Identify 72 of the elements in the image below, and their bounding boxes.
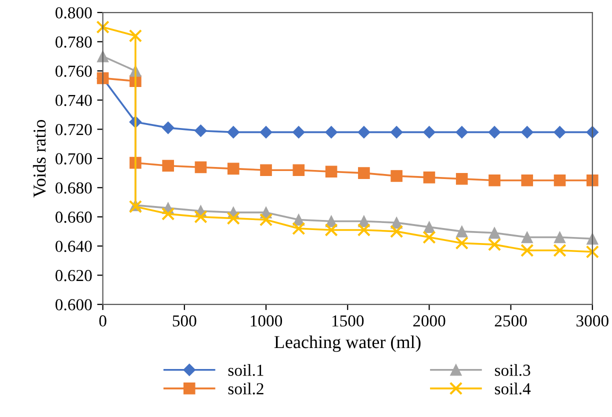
x-tick-label: 500	[172, 315, 196, 327]
point	[586, 245, 600, 258]
legend-label: soil.1	[228, 364, 264, 376]
point	[357, 223, 371, 237]
point	[358, 167, 370, 179]
point	[260, 126, 272, 138]
y-tick-label: 0.780	[56, 36, 92, 48]
point	[488, 174, 500, 186]
point	[422, 230, 436, 244]
point	[292, 222, 306, 236]
x-tick-label: 3000	[576, 315, 608, 327]
y-tick-label: 0.700	[56, 153, 92, 164]
x-tick-label: 2500	[494, 315, 527, 327]
point	[422, 126, 436, 138]
point	[325, 126, 338, 138]
point	[423, 221, 436, 233]
point	[162, 122, 174, 134]
y-tick-label: 0.600	[56, 299, 92, 310]
y-tick-label: 0.620	[56, 270, 92, 282]
y-axis-title: Voids ratio	[32, 120, 46, 198]
point	[96, 20, 110, 34]
point	[520, 244, 534, 258]
point	[586, 174, 598, 186]
point	[455, 236, 468, 250]
legend-label: soil.4	[494, 382, 531, 394]
point	[227, 126, 240, 138]
point	[292, 164, 305, 176]
point	[358, 126, 370, 138]
point	[162, 160, 174, 172]
point	[128, 29, 142, 42]
point	[488, 238, 502, 252]
x-axis-title: Leaching water (ml)	[274, 335, 421, 352]
y-tick-label: 0.740	[56, 94, 92, 106]
point	[456, 226, 468, 238]
point	[553, 244, 566, 258]
y-tick-label: 0.800	[56, 7, 92, 19]
point	[423, 172, 436, 184]
point	[194, 210, 208, 224]
legend-label: soil.3	[494, 364, 530, 376]
y-tick-label: 0.680	[56, 182, 92, 194]
point	[292, 126, 305, 138]
point	[161, 207, 175, 221]
point	[194, 161, 207, 174]
point	[227, 162, 240, 175]
x-tick-label: 1000	[250, 315, 282, 327]
point	[554, 126, 566, 138]
point	[521, 174, 534, 186]
point	[456, 172, 468, 185]
point	[554, 231, 566, 244]
legend-label: soil.2	[228, 382, 264, 394]
point	[226, 212, 240, 225]
x-tick-label: 1500	[332, 315, 364, 327]
point	[390, 126, 403, 138]
point	[520, 126, 534, 138]
point	[521, 231, 534, 244]
point	[390, 170, 402, 182]
point	[390, 224, 404, 238]
point	[259, 213, 273, 226]
y-tick-label: 0.660	[56, 212, 92, 223]
point	[488, 126, 501, 138]
point	[488, 226, 500, 239]
x-tick-label: 0	[99, 315, 106, 327]
x-tick-label: 2000	[413, 315, 446, 327]
point	[554, 174, 566, 186]
point	[260, 164, 272, 176]
point	[325, 166, 338, 178]
y-tick-label: 0.760	[56, 66, 92, 77]
point	[194, 124, 207, 137]
y-tick-label: 0.720	[56, 124, 92, 136]
point	[456, 126, 468, 138]
y-tick-label: 0.640	[56, 240, 92, 252]
point	[324, 223, 338, 237]
